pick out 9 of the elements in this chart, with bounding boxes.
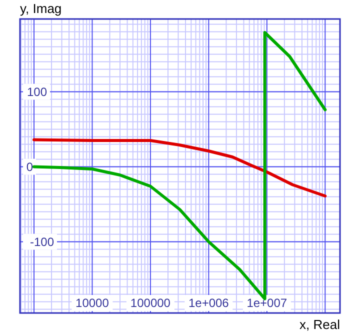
y-tick-label: -100	[30, 234, 54, 249]
x-tick-label: 10000	[76, 296, 110, 310]
x-tick-label: 100000	[130, 296, 171, 310]
y-tick-label: 100	[26, 84, 48, 99]
y-tick-label: 0	[26, 160, 34, 174]
y-axis-title: y, Imag	[20, 1, 62, 16]
x-tick-label: 1e+006	[188, 296, 230, 310]
x-tick-label: 1e+007	[246, 296, 288, 310]
x-axis-title: x, Real	[300, 317, 340, 332]
